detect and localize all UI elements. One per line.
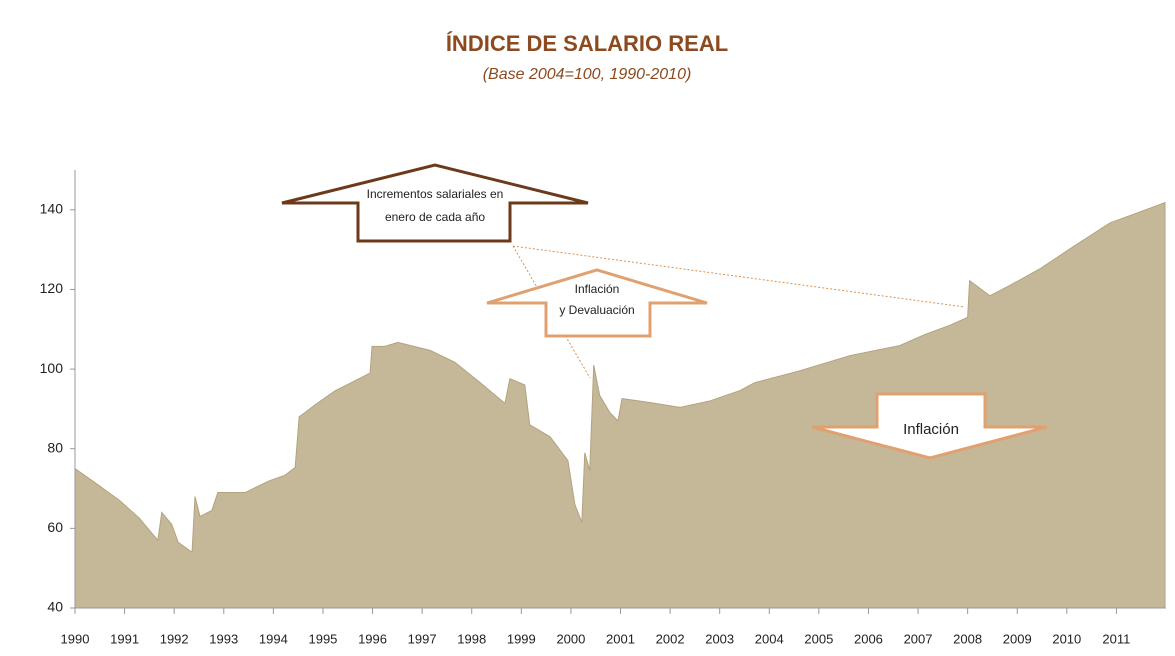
y-tick-label: 40 bbox=[47, 599, 63, 615]
x-tick-label: 1996 bbox=[358, 631, 387, 646]
x-tick-label: 2001 bbox=[606, 631, 635, 646]
y-tick-label: 80 bbox=[47, 439, 63, 455]
x-tick-label: 2002 bbox=[656, 631, 685, 646]
y-tick-label: 140 bbox=[40, 201, 64, 217]
y-tick-label: 100 bbox=[40, 360, 64, 376]
y-tick-label: 120 bbox=[40, 280, 64, 296]
chart-title: ÍNDICE DE SALARIO REAL bbox=[446, 31, 728, 56]
x-tick-label: 2008 bbox=[953, 631, 982, 646]
annotation: enero de cada año bbox=[385, 210, 485, 224]
x-tick-label: 1990 bbox=[61, 631, 90, 646]
x-tick-label: 1993 bbox=[209, 631, 238, 646]
x-tick-label: 2004 bbox=[755, 631, 784, 646]
x-tick-label: 1994 bbox=[259, 631, 288, 646]
annotation: Incrementos salariales en bbox=[367, 187, 504, 201]
x-tick-label: 2009 bbox=[1003, 631, 1032, 646]
x-tick-label: 1999 bbox=[507, 631, 536, 646]
y-tick-label: 60 bbox=[47, 519, 63, 535]
annotation: Inflación bbox=[575, 282, 620, 296]
chart-subtitle: (Base 2004=100, 1990-2010) bbox=[483, 66, 692, 83]
annotation: Inflación bbox=[903, 421, 959, 438]
x-tick-label: 2000 bbox=[556, 631, 585, 646]
x-tick-label: 1997 bbox=[408, 631, 437, 646]
pointer-line bbox=[512, 245, 966, 308]
x-tick-label: 2003 bbox=[705, 631, 734, 646]
x-tick-label: 2011 bbox=[1102, 631, 1130, 646]
x-tick-label: 2010 bbox=[1052, 631, 1081, 646]
x-tick-label: 1998 bbox=[457, 631, 486, 646]
plot: 40 60 80 100 120 140 1990 1991 1992 1993 1994 1995 1… bbox=[40, 170, 1166, 646]
x-tick-label: 2007 bbox=[904, 631, 933, 646]
annotation: y Devaluación bbox=[559, 303, 634, 317]
up-arrow bbox=[281, 163, 589, 243]
x-tick-label: 1991 bbox=[110, 631, 139, 646]
x-tick-label: 2005 bbox=[804, 631, 833, 646]
down-arrow bbox=[811, 392, 1048, 460]
x-tick-label: 1995 bbox=[308, 631, 337, 646]
up-arrow bbox=[486, 268, 708, 338]
area bbox=[74, 201, 1166, 609]
x-tick-label: 2006 bbox=[854, 631, 883, 646]
x-tick-label: 1992 bbox=[160, 631, 189, 646]
